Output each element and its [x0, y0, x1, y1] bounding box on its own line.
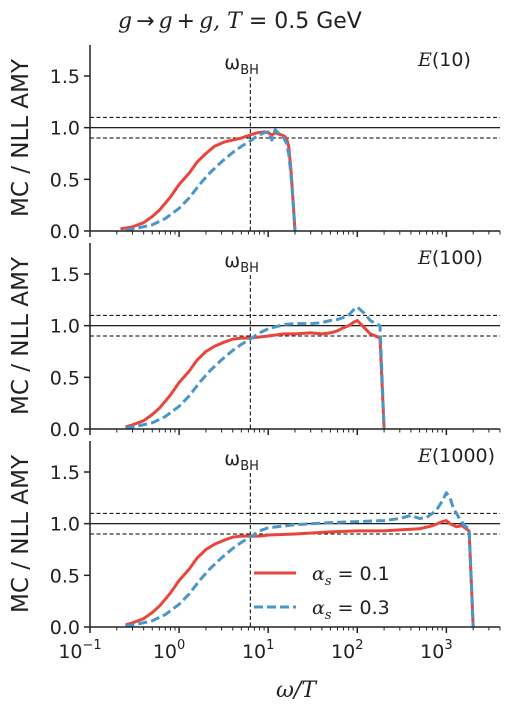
series-line-1	[120, 130, 297, 232]
legend-label: αs = 0.3	[312, 597, 390, 623]
x-tick-label: 102	[331, 638, 363, 663]
y-tick-label: 0.5	[50, 367, 80, 389]
series-line-2	[125, 305, 386, 430]
x-axis-label: ω/T	[276, 678, 318, 703]
y-tick-label: 1.5	[50, 462, 80, 484]
y-tick-label: 1.0	[50, 514, 80, 536]
legend-label: αs = 0.1	[312, 563, 390, 589]
figure-title: g → g + g, T = 0.5 GeV	[118, 9, 362, 34]
panels: ωBH 0.0 0.5 1.0 1.5 E(10) MC / NLL AMY ωBH 0.0 0.…	[8, 45, 501, 663]
series-line-1	[125, 319, 386, 430]
y-axis-label: MC / NLL AMY	[8, 58, 34, 217]
y-tick-label: 1.5	[50, 66, 80, 88]
panel-1: ωBH 0.0 0.5 1.0 1.5 E(10) MC / NLL AMY	[8, 45, 501, 243]
legend: αs = 0.1 αs = 0.3	[254, 563, 390, 623]
omega-bh-label: ωBH	[224, 250, 259, 276]
y-axis-label: MC / NLL AMY	[8, 256, 34, 415]
y-tick-label: 1.0	[50, 118, 80, 140]
y-tick-label: 0.0	[50, 419, 80, 441]
panel-label: E(100)	[417, 247, 483, 269]
y-axis-label: MC / NLL AMY	[8, 454, 34, 613]
series-line-2	[125, 491, 475, 628]
x-tick-label: 103	[420, 638, 452, 663]
series-line-2	[125, 128, 297, 232]
panel-label: E(10)	[417, 49, 471, 71]
omega-bh-label: ωBH	[224, 52, 259, 78]
panel-label: E(1000)	[417, 445, 495, 467]
series-line-1	[125, 519, 475, 628]
y-tick-label: 1.5	[50, 264, 80, 286]
y-tick-label: 0.5	[50, 565, 80, 587]
y-tick-label: 0.0	[50, 617, 80, 639]
y-tick-label: 1.0	[50, 316, 80, 338]
x-tick-label: 10−1	[58, 638, 101, 663]
panel-3: ωBH 0.0 0.5 1.0 1.5 10−1 100 101 102 103 E(1000) MC…	[8, 441, 501, 663]
y-tick-label: 0.5	[50, 169, 80, 191]
x-tick-label: 101	[242, 638, 274, 663]
omega-bh-label: ωBH	[224, 448, 259, 474]
y-tick-label: 0.0	[50, 221, 80, 243]
x-tick-label: 100	[153, 638, 185, 663]
panel-2: ωBH 0.0 0.5 1.0 1.5 E(100) MC / NLL AMY	[8, 243, 501, 441]
